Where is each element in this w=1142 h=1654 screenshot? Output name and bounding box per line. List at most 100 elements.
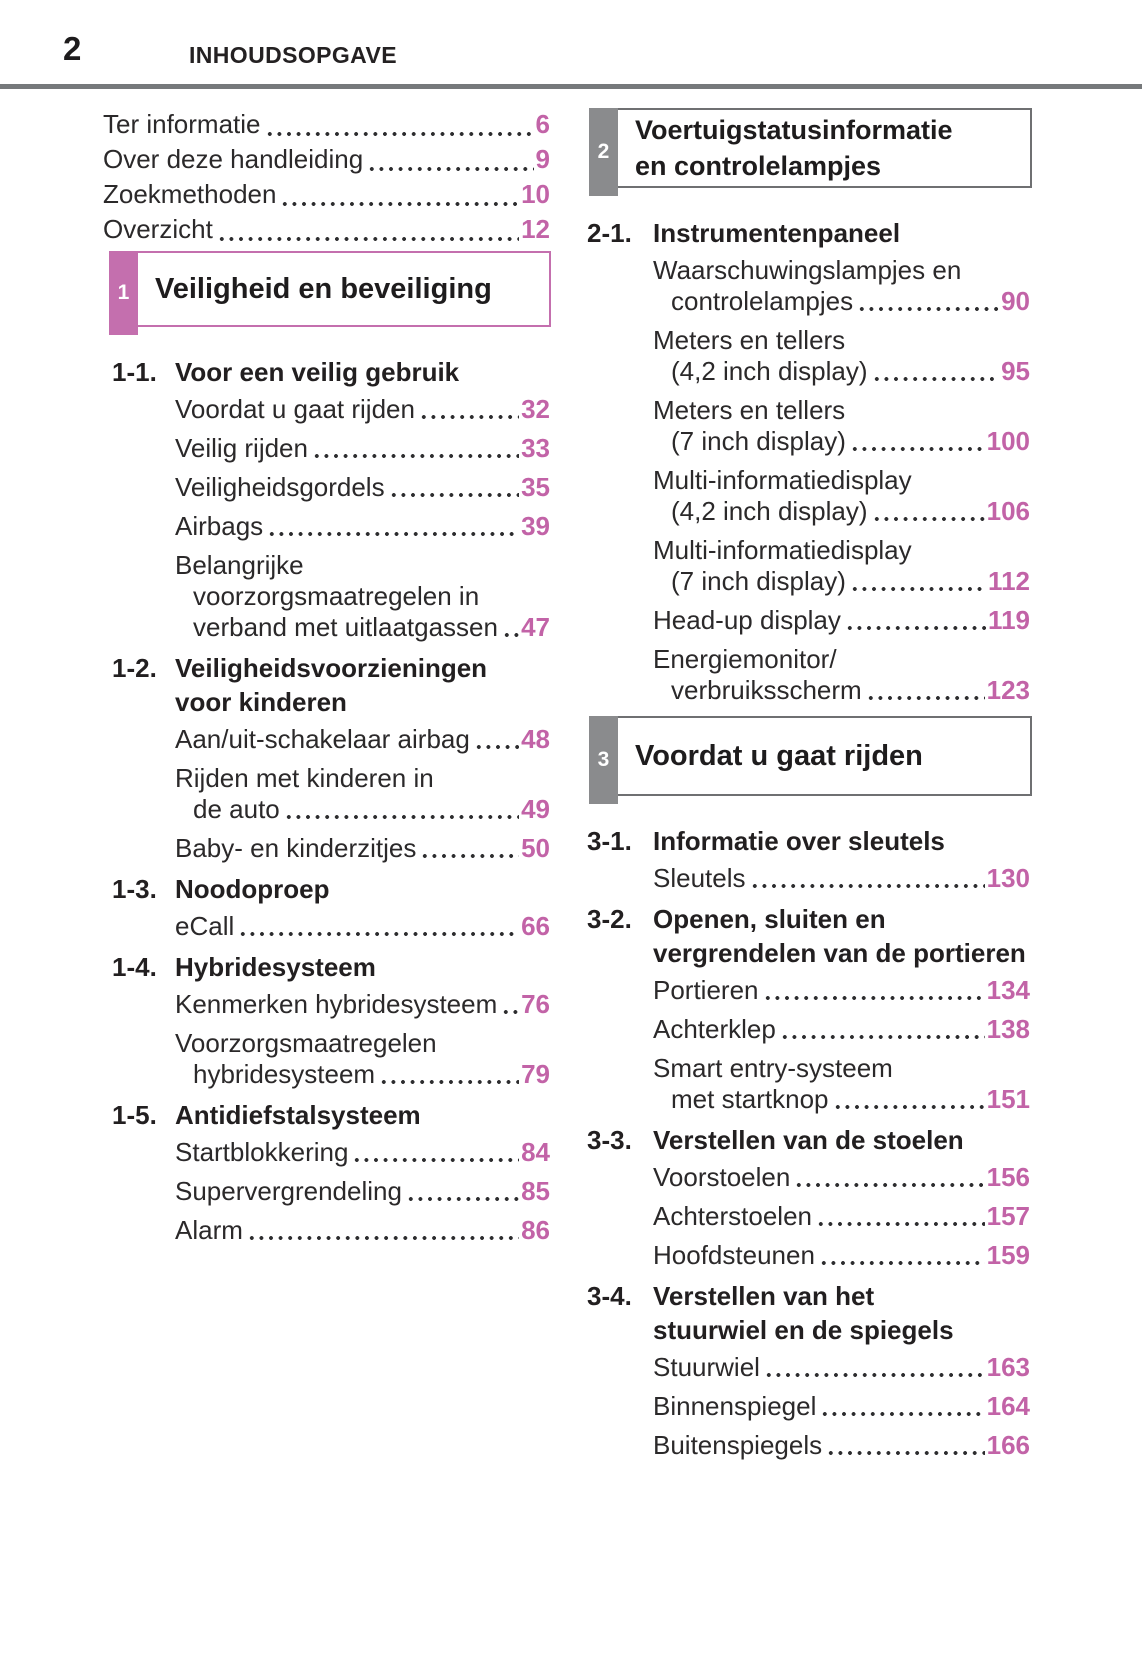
- toc-entry: Alarm 86: [175, 1215, 550, 1246]
- toc-entry-line: Portieren 134: [653, 975, 1030, 1006]
- toc-entry-line: hybridesysteem 79: [175, 1059, 550, 1090]
- toc-entry-label: Meters en tellers: [653, 395, 846, 425]
- toc-entry: Belangrijke voorzorgsmaatregelen in verban…: [175, 550, 550, 643]
- toc-entry-label: (7 inch display): [671, 426, 846, 456]
- toc-row: Overzicht 12: [103, 212, 550, 247]
- group-number-label: 1-4.: [112, 952, 157, 982]
- section-number-tab: 2: [589, 108, 618, 196]
- toc-entry: Binnenspiegel 164: [653, 1391, 1030, 1422]
- toc-page-number: 138: [986, 1014, 1030, 1044]
- toc-entry: Head-up display 119: [653, 605, 1030, 636]
- group-entries: Voorstoelen 156 Achterstoelen 157 Hoofdsteun…: [653, 1162, 1030, 1271]
- toc-dot-leader: [311, 433, 520, 464]
- toc-entry-label: Binnenspiegel: [653, 1391, 817, 1421]
- group-title-line: Instrumentenpaneel: [653, 218, 901, 248]
- toc-entry-line: Belangrijke: [175, 550, 550, 581]
- toc-entry-label: Supervergrendeling: [175, 1176, 402, 1206]
- toc-entry: Sleutels 130: [653, 863, 1030, 894]
- toc-dot-leader: [280, 182, 520, 212]
- toc-page-number: 32: [521, 394, 550, 424]
- toc-page-number: 76: [521, 989, 550, 1019]
- toc-entry-line: Voorstoelen 156: [653, 1162, 1030, 1193]
- toc-dot-leader: [238, 911, 520, 942]
- toc-dot-leader: [826, 1430, 985, 1461]
- toc-entry-label: Sleutels: [653, 863, 746, 893]
- group-number-label: 3-3.: [587, 1125, 632, 1155]
- toc-entry-line: Rijden met kinderen in: [175, 763, 550, 794]
- toc-entry: Baby- en kinderzitjes 50: [175, 833, 550, 864]
- toc-entry-line: Energiemonitor/: [653, 644, 1030, 675]
- toc-page-number: 39: [521, 511, 550, 541]
- toc-entry-line: Alarm 86: [175, 1215, 550, 1246]
- toc-page-number: 100: [986, 426, 1030, 456]
- toc-page-number: 48: [521, 724, 550, 754]
- toc-group: 3-1. Informatie over sleutels Sleutels 130: [585, 824, 1030, 894]
- toc-page-number: 151: [986, 1084, 1030, 1114]
- toc-page-number: 95: [1001, 356, 1030, 386]
- toc-group: 1-1. Voor een veilig gebruik Voordat u gaa…: [103, 355, 550, 643]
- toc-page-number: 79: [521, 1059, 550, 1089]
- toc-row: Zoekmethoden 10: [103, 177, 550, 212]
- toc-entry-line: Hoofdsteunen 159: [653, 1240, 1030, 1271]
- group-title: Informatie over sleutels: [653, 824, 1030, 858]
- group-title-line: vergrendelen van de portieren: [653, 938, 1026, 968]
- section-title-line: Voordat u gaat rijden: [635, 740, 923, 772]
- toc-entry-label: de auto: [193, 794, 280, 824]
- section-title: Voordat u gaat rijden: [635, 739, 923, 773]
- section-box: 2 Voertuigstatusinformatie en controlelamp…: [589, 108, 1032, 196]
- section-number: 2: [597, 140, 610, 163]
- group-title-line: Openen, sluiten en: [653, 904, 886, 934]
- toc-entry-label: (4,2 inch display): [671, 356, 868, 386]
- toc-entry-line: Buitenspiegels 166: [653, 1430, 1030, 1461]
- toc-entry-line: Waarschuwingslampjes en: [653, 255, 1030, 286]
- group-number-label: 1-3.: [112, 874, 157, 904]
- section-title-line: en controlelampjes: [635, 151, 882, 181]
- front-toc-list: Ter informatie 6 Over deze handleiding 9 Zoe…: [103, 98, 550, 247]
- toc-entry-line: (7 inch display) 112: [653, 566, 1030, 597]
- toc-dot-leader: [871, 496, 985, 527]
- group-number-label: 1-1.: [112, 357, 157, 387]
- toc-group: 1-5. Antidiefstalsysteem Startblokkering 84…: [103, 1098, 550, 1246]
- toc-entry: Kenmerken hybridesysteem 76: [175, 989, 550, 1020]
- toc-page-number: 130: [986, 863, 1030, 893]
- toc-entry-label: Achterklep: [653, 1014, 776, 1044]
- toc-entry-label: Zoekmethoden: [103, 179, 277, 209]
- toc-entry-label: Rijden met kinderen in: [175, 763, 434, 793]
- toc-entry-line: Kenmerken hybridesysteem 76: [175, 989, 550, 1020]
- toc-entry-label: Hoofdsteunen: [653, 1240, 815, 1270]
- toc-entry-line: Startblokkering 84: [175, 1137, 550, 1168]
- toc-page-number: 6: [535, 109, 550, 139]
- group-entries: Startblokkering 84 Supervergrendeling 85 Ala…: [175, 1137, 550, 1246]
- group-entries: Portieren 134 Achterklep 138 Smart entry-sys…: [653, 975, 1030, 1115]
- toc-entry-label: verband met uitlaatgassen: [193, 612, 498, 642]
- toc-entry-label: Alarm: [175, 1215, 243, 1245]
- toc-dot-leader: [849, 426, 985, 457]
- toc-entry: Rijden met kinderen in de auto 49: [175, 763, 550, 825]
- toc-dot-leader: [763, 1352, 985, 1383]
- toc-group: 1-4. Hybridesysteem Kenmerken hybridesyste…: [103, 950, 550, 1090]
- group-number-label: 1-5.: [112, 1100, 157, 1130]
- toc-dot-leader: [473, 724, 520, 755]
- group-title-line: Veiligheidsvoorzieningen: [175, 653, 488, 683]
- section-title-line: Veiligheid en beveiliging: [155, 273, 492, 305]
- toc-entry: Meters en tellers (4,2 inch display) 95: [653, 325, 1030, 387]
- toc-entry-line: verbruiksscherm 123: [653, 675, 1030, 706]
- section-number: 3: [597, 748, 610, 771]
- toc-entry: Achterstoelen 157: [653, 1201, 1030, 1232]
- toc-entry-label: Stuurwiel: [653, 1352, 760, 1382]
- toc-entry-line: Multi-informatiedisplay: [653, 535, 1030, 566]
- toc-entry-label: Over deze handleiding: [103, 144, 364, 174]
- toc-entry-line: Voordat u gaat rijden 32: [175, 394, 550, 425]
- toc-row: Over deze handleiding 9: [103, 142, 550, 177]
- toc-entry-label: Veilig rijden: [175, 433, 308, 463]
- group-title: Veiligheidsvoorzieningen voor kinderen: [175, 651, 550, 719]
- group-title: Verstellen van het stuurwiel en de spiege…: [653, 1279, 1030, 1347]
- toc-group: 3-3. Verstellen van de stoelen Voorstoelen…: [585, 1123, 1030, 1271]
- toc-group: 3-2. Openen, sluiten en vergrendelen van d…: [585, 902, 1030, 1115]
- toc-dot-leader: [501, 989, 520, 1020]
- toc-entry-line: (4,2 inch display) 106: [653, 496, 1030, 527]
- toc-entry-label: Aan/uit-schakelaar airbag: [175, 724, 470, 754]
- toc-entry: Achterklep 138: [653, 1014, 1030, 1045]
- toc-dot-leader: [418, 394, 520, 425]
- toc-entry-line: (7 inch display) 100: [653, 426, 1030, 457]
